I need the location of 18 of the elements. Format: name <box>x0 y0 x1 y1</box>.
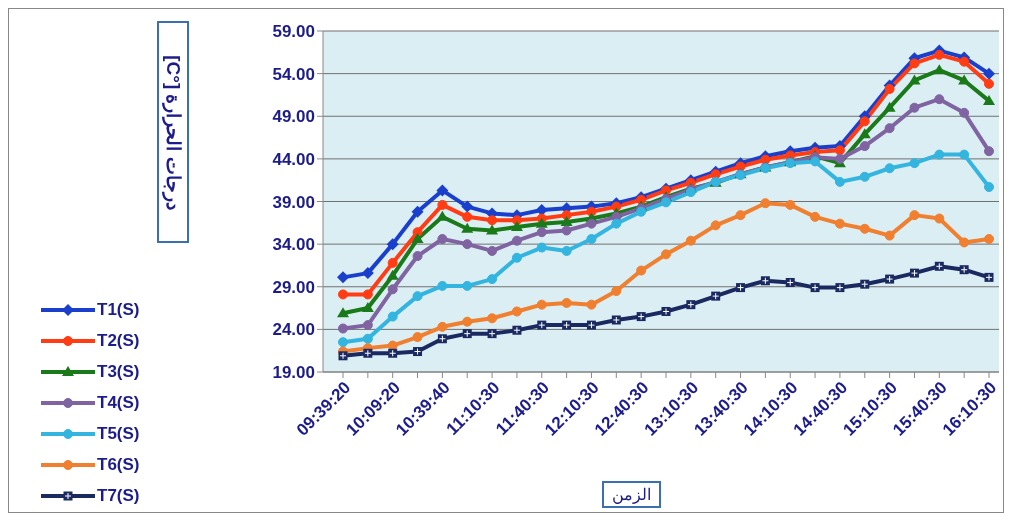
legend-label: T1(S) <box>97 299 140 320</box>
y-tick-label: 29.00 <box>272 277 315 297</box>
legend-label: T3(S) <box>97 361 140 382</box>
legend-label: T4(S) <box>97 392 140 413</box>
legend-label: T7(S) <box>97 485 140 506</box>
y-tick-label: 34.00 <box>272 235 315 255</box>
y-tick-label: 39.00 <box>272 192 315 212</box>
legend-label: T5(S) <box>97 423 140 444</box>
legend-label: T2(S) <box>97 330 140 351</box>
legend-label: T6(S) <box>97 454 140 475</box>
y-tick-label: 54.00 <box>272 64 315 84</box>
y-tick-label: 59.00 <box>272 22 315 42</box>
y-tick-label: 19.00 <box>272 363 315 383</box>
y-tick-label: 24.00 <box>272 320 315 340</box>
y-tick-label: 44.00 <box>272 149 315 169</box>
x-axis-title: الزمن <box>602 481 661 508</box>
y-tick-label: 49.00 <box>272 107 315 127</box>
y-axis-title: درجات الحرارة [°C] <box>161 54 185 210</box>
